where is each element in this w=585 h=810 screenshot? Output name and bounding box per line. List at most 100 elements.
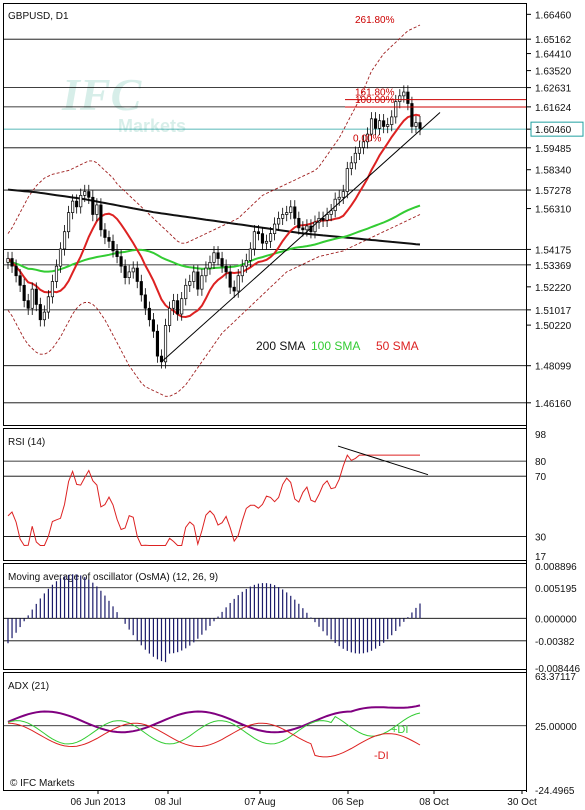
candle-up <box>325 214 329 221</box>
candle-down <box>176 300 180 315</box>
candle-up <box>83 191 87 196</box>
candle-up <box>46 296 50 313</box>
price-tick-label: 1.64410 <box>535 50 572 61</box>
osma-tick-label: -0.008446 <box>535 664 580 675</box>
rsi-line <box>7 454 420 547</box>
candle-up <box>54 265 59 282</box>
price-tick-label: 1.58340 <box>535 166 572 177</box>
candle-down <box>256 231 260 234</box>
osma-title: Moving average of oscillator (OsMA) (12,… <box>8 572 218 583</box>
candle-up <box>394 101 398 118</box>
candle-down <box>115 250 119 257</box>
watermark-sub-text: Markets <box>118 116 186 136</box>
candle-up <box>281 214 285 219</box>
osma-tick-label: 0.008896 <box>535 562 577 573</box>
candle-up <box>180 298 184 315</box>
candle-down <box>418 122 422 129</box>
candle-down <box>14 265 18 277</box>
adx-lines: 63.37117 25.00000 -24.4965 <box>4 672 577 797</box>
time-tick-label: 06 Sep <box>332 797 364 808</box>
price-panel <box>3 3 527 426</box>
time-tick-label: 06 Jun 2013 <box>70 797 125 808</box>
price-tick-label: 1.52220 <box>535 283 572 294</box>
sma-legend: 200 SMA 100 SMA 50 SMA <box>256 339 419 353</box>
sma-legend-50: 50 SMA <box>376 339 419 353</box>
candle-up <box>273 223 277 234</box>
price-tick-label: 1.66460 <box>535 10 572 21</box>
plus-di-label: +DI <box>391 724 408 736</box>
candle-down <box>111 240 115 252</box>
price-tick-label: 1.56310 <box>535 205 572 216</box>
bollinger-lower-band <box>7 214 421 397</box>
candle-up <box>204 267 208 277</box>
candle-up <box>192 271 196 282</box>
candle-down <box>301 227 305 231</box>
candle-down <box>75 200 79 208</box>
candle-up <box>67 212 71 233</box>
rsi-title: RSI (14) <box>8 437 45 448</box>
bollinger-upper-band <box>7 24 421 244</box>
time-tick-label: 30 Oct <box>507 797 537 808</box>
fib-label: 100.00% <box>355 95 395 106</box>
candle-down <box>10 258 14 267</box>
candle-up <box>127 271 131 278</box>
candle-down <box>297 217 301 229</box>
candle-down <box>410 103 414 127</box>
candle-up <box>188 281 192 286</box>
candle-up <box>390 116 394 125</box>
price-tick-label: 1.59485 <box>535 144 572 155</box>
candle-up <box>6 258 10 263</box>
sma-50-line <box>7 113 421 319</box>
candle-down <box>151 319 155 332</box>
candle-down <box>143 294 147 309</box>
minus-di-line <box>7 722 421 758</box>
watermark-logo-text: IFC <box>61 69 143 120</box>
candle-down <box>135 267 139 282</box>
sma-legend-100: 100 SMA <box>311 339 360 353</box>
price-tick-label: 1.48099 <box>535 362 572 373</box>
price-tick-label: 1.57278 <box>535 186 572 197</box>
osma-tick-label: 0.005195 <box>535 584 577 595</box>
candle-up <box>386 124 390 127</box>
candle-down <box>123 265 127 279</box>
candle-down <box>321 217 325 221</box>
candle-up <box>212 252 216 263</box>
candle-up <box>252 231 256 250</box>
osma-tick-label: 0.000000 <box>535 614 577 625</box>
candle-up <box>329 210 333 215</box>
osma-histogram: 0.008896 0.005195 0.000000 -0.00382 -0.00844… <box>4 562 580 675</box>
candle-down <box>107 237 111 242</box>
candle-down <box>224 265 228 273</box>
candle-down <box>155 330 160 357</box>
candle-up <box>163 325 168 363</box>
candle-up <box>79 195 83 208</box>
time-axis: 06 Jun 2013 08 Jul 07 Aug 06 Sep 08 Oct 30 Oc… <box>70 790 537 808</box>
current-price-label: 1.60460 <box>535 125 572 136</box>
rsi-tick-label: 80 <box>535 457 547 468</box>
candle-up <box>62 231 67 250</box>
price-tick-label: 1.63520 <box>535 67 572 78</box>
candle-down <box>293 206 297 219</box>
minus-di-label: -DI <box>374 750 389 762</box>
candle-up <box>71 200 75 213</box>
candle-down <box>26 300 30 309</box>
candle-up <box>353 152 357 164</box>
adx-tick-label: 63.37117 <box>535 672 576 683</box>
sma-legend-200: 200 SMA <box>256 339 305 353</box>
candle-up <box>58 248 63 267</box>
candles <box>6 85 441 369</box>
candle-up <box>305 225 309 231</box>
price-tick-label: 1.46160 <box>535 399 572 410</box>
candle-up <box>369 118 374 135</box>
candle-down <box>216 252 220 259</box>
candle-up <box>402 91 406 97</box>
current-price-box <box>530 121 584 137</box>
time-tick-label: 08 Oct <box>419 797 449 808</box>
ifc-markets-watermark: IFC Markets <box>61 69 186 136</box>
rsi-tick-label: 98 <box>535 430 547 441</box>
osma-tick-label: -0.00382 <box>535 637 575 648</box>
price-tick-label: 1.54175 <box>535 245 572 256</box>
candle-down <box>87 191 91 198</box>
fib-label: 0.00% <box>353 134 381 145</box>
